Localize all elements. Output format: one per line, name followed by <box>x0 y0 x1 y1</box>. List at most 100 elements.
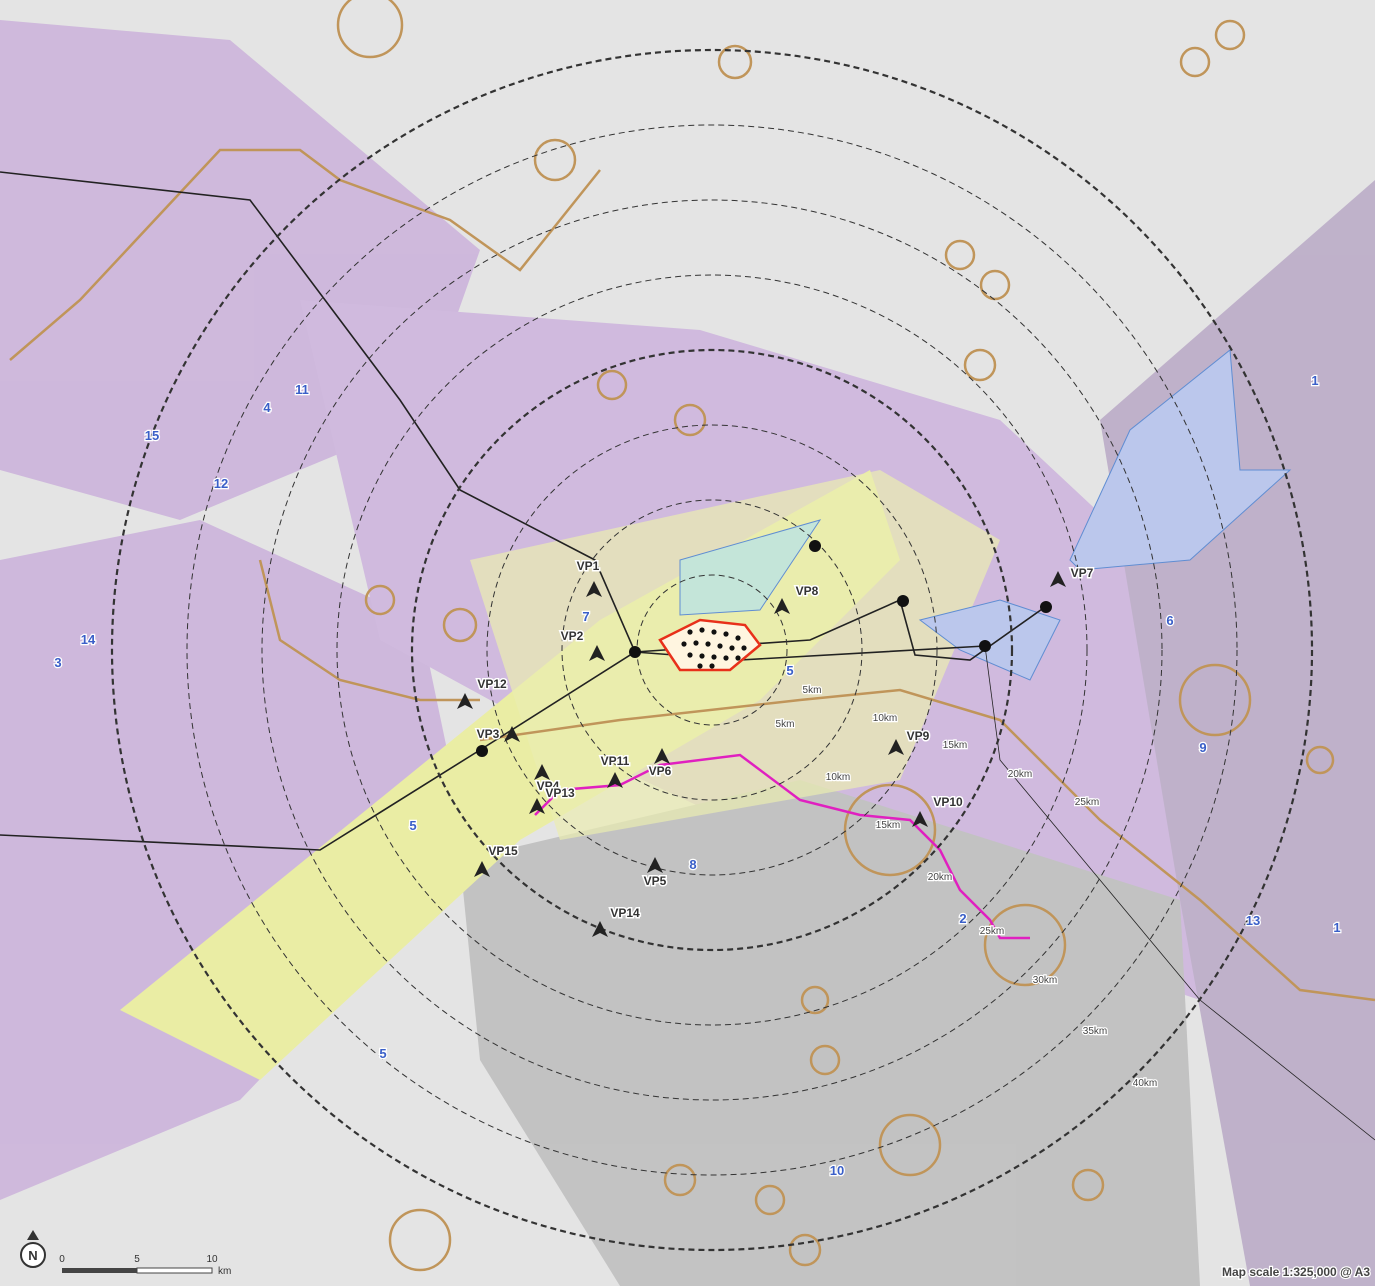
viewpoint-marker <box>457 693 473 709</box>
ring <box>186 124 1238 1176</box>
area-label: 5 <box>786 663 793 678</box>
distance-label: 30km <box>1033 975 1057 986</box>
turbine <box>723 655 729 661</box>
viewpoint-label: VP6 <box>649 764 672 778</box>
viewpoint-label: VP12 <box>477 677 507 691</box>
turbine <box>705 641 711 647</box>
viewpoint-marker <box>1050 571 1066 587</box>
scale-tick-label: 10 <box>206 1254 218 1265</box>
turbine <box>711 654 717 660</box>
distance-label: 15km <box>943 740 967 751</box>
turbine <box>711 629 717 635</box>
viewpoint-label: VP11 <box>601 754 630 768</box>
area-label: 1 <box>1311 373 1318 388</box>
viewpoint-label: VP7 <box>1071 566 1094 580</box>
viewpoint-label: VP2 <box>561 629 584 643</box>
ring <box>336 274 1088 1026</box>
distance-label: 20km <box>1008 769 1032 780</box>
map-scale: Map scale 1:325,000 @ A3 <box>1222 1265 1370 1279</box>
labels: VP1 VP2 VP3 VP4 VP5 VP6 VP7 VP8 VP9 VP10 VP11 VP12 V… <box>53 372 1342 1180</box>
turbine <box>693 640 699 646</box>
viewpoint-label: VP15 <box>488 844 518 858</box>
viewpoint-label: VP8 <box>796 584 819 598</box>
viewpoint-marker <box>774 598 790 614</box>
viewpoint-label: VP3 <box>477 727 500 741</box>
area-label: 11 <box>295 382 309 397</box>
viewpoint-label: VP9 <box>907 729 930 743</box>
viewpoint-marker <box>534 764 550 780</box>
distance-label: 10km <box>826 772 850 783</box>
turbine <box>687 652 693 658</box>
viewpoint-label: VP1 <box>577 559 600 573</box>
turbine <box>681 641 687 647</box>
viewpoint-marker <box>607 772 623 788</box>
distance-label: 25km <box>1075 797 1099 808</box>
viewpoint-label: VP4 <box>537 779 560 793</box>
viewpoint-marker <box>592 921 608 937</box>
viewpoint-marker <box>589 645 605 661</box>
designated-boundaries <box>9 0 1375 1272</box>
area-label: 9 <box>1199 740 1206 755</box>
north-label: N <box>28 1248 37 1263</box>
turbine <box>709 663 715 669</box>
turbine <box>699 653 705 659</box>
area-label: 5 <box>379 1046 386 1061</box>
turbine <box>735 635 741 641</box>
ring <box>110 48 1314 1252</box>
turbine <box>735 655 741 661</box>
turbine <box>699 627 705 633</box>
scale-tick-label: 0 <box>59 1254 65 1265</box>
north-arrow: N <box>20 1230 46 1268</box>
area-label: 13 <box>1246 913 1260 928</box>
viewpoint-marker <box>504 726 520 742</box>
area-label: 12 <box>214 476 228 491</box>
ring <box>486 424 938 876</box>
viewpoint-label: VP5 <box>644 874 667 888</box>
area-label: 15 <box>145 428 159 443</box>
turbine <box>687 629 693 635</box>
area-label: 5 <box>409 818 416 833</box>
turbine <box>741 645 747 651</box>
viewpoint-label: VP10 <box>933 795 963 809</box>
area-label: 4 <box>263 400 271 415</box>
scale-unit: km <box>218 1266 231 1277</box>
distance-label: 10km <box>873 713 897 724</box>
area-label: 10 <box>830 1163 844 1178</box>
distance-label: 20km <box>928 872 952 883</box>
distance-rings <box>110 48 1314 1252</box>
area-label: 3 <box>54 655 61 670</box>
turbine <box>697 663 703 669</box>
turbine <box>729 645 735 651</box>
turbines <box>681 627 747 669</box>
viewpoint-marker <box>888 739 904 755</box>
substations <box>476 540 1052 757</box>
turbine <box>723 631 729 637</box>
scale-tick-label: 5 <box>134 1254 140 1265</box>
viewpoint-label: VP13 <box>545 786 575 800</box>
area-label: 2 <box>959 911 966 926</box>
ring <box>410 348 1014 952</box>
scale-bar: 0 5 10km <box>59 1254 231 1277</box>
turbine <box>717 643 723 649</box>
viewpoint-marker <box>529 798 545 814</box>
distance-label: 35km <box>1083 1026 1107 1037</box>
ring <box>561 499 863 801</box>
area-label: 14 <box>81 632 96 647</box>
area-label: 6 <box>1166 613 1173 628</box>
distance-label: 40km <box>1133 1078 1157 1089</box>
distance-label: 15km <box>876 820 900 831</box>
distance-label: 5km <box>803 685 822 696</box>
area-label: 8 <box>689 857 696 872</box>
distance-label: 5km <box>776 719 795 730</box>
viewpoint-marker <box>912 811 928 827</box>
area-label: 7 <box>582 609 589 624</box>
viewpoint-marker <box>474 861 490 877</box>
viewpoint-marker <box>654 748 670 764</box>
viewpoint-marker <box>586 581 602 597</box>
distance-label: 25km <box>980 926 1004 937</box>
viewpoint-label: VP14 <box>610 906 640 920</box>
ring <box>261 199 1163 1101</box>
viewpoint-marker <box>647 857 663 873</box>
area-label: 1 <box>1333 920 1340 935</box>
